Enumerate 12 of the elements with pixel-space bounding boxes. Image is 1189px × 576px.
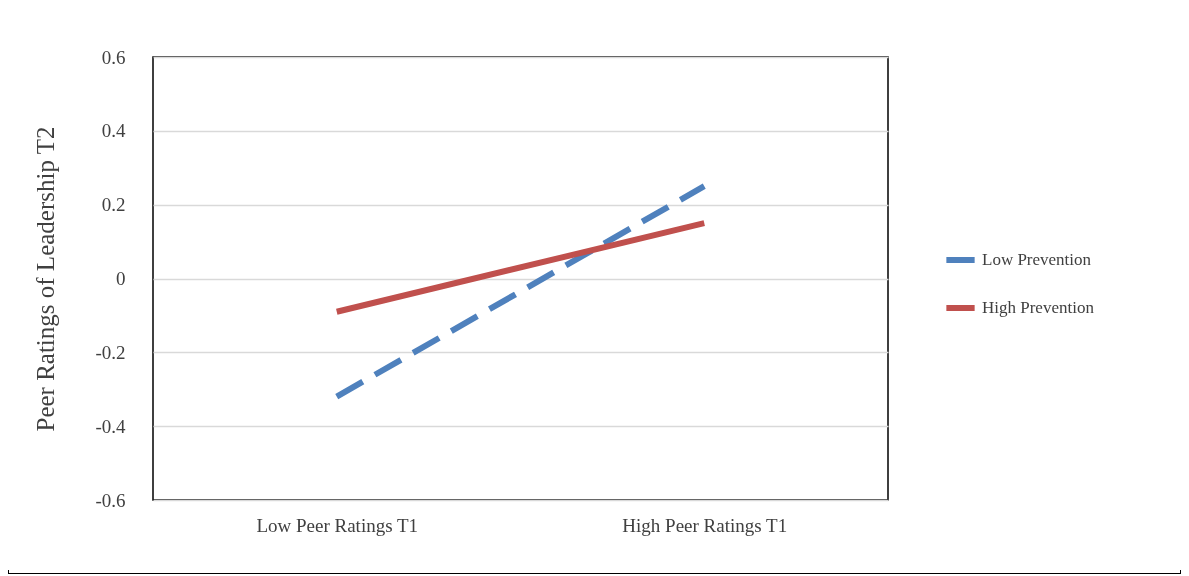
y-axis-title: Peer Ratings of Leadership T2 [32,126,60,432]
y-tick-label: 0 [116,268,126,289]
y-tick-label: 0.4 [101,120,126,142]
y-tick-label: -0.4 [95,415,126,437]
x-tick-label: High Peer Ratings T1 [622,514,788,536]
legend-label: High Prevention [982,298,1095,317]
y-tick-label: 0.2 [101,194,126,216]
x-tick-label: Low Peer Ratings T1 [256,514,419,536]
legend-label: Low Prevention [982,250,1092,269]
y-tick-label: 0.6 [101,46,126,68]
y-tick-label: -0.2 [95,341,126,363]
y-tick-label: -0.6 [95,489,126,511]
